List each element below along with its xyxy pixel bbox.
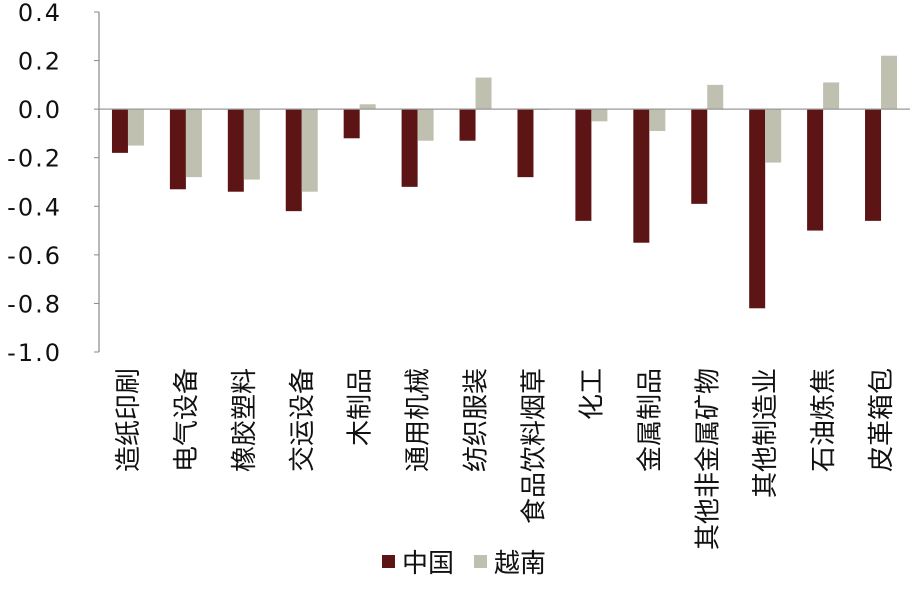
bar-china [807,109,824,231]
category-label: 石油炼焦 [809,368,839,472]
bar-china [749,109,766,309]
category-label: 造纸印刷 [114,368,144,472]
bar-china [169,109,186,190]
bar-china [227,109,244,192]
category-label: 通用机械 [404,368,434,472]
category-label: 化工 [577,368,607,420]
category-label: 食品饮料烟草 [519,368,549,524]
bar-vietnam [243,109,260,180]
category-label: 其他非金属矿物 [693,368,723,550]
y-tick-label: 0.2 [18,48,62,76]
bar-china [517,109,534,178]
bar-vietnam [649,109,666,131]
y-tick-label: 0.4 [18,0,62,27]
y-tick-label: -0.6 [7,242,62,270]
bar-china [401,109,418,187]
y-tick-label: -0.8 [7,290,62,318]
bar-china [111,109,128,153]
bar-china [633,109,650,243]
y-tick-label: -1.0 [7,339,62,367]
category-label: 皮革箱包 [867,368,897,472]
legend-swatch-vietnam [474,555,487,568]
bar-vietnam [127,109,144,146]
y-tick-label: -0.4 [7,193,62,221]
bar-china [343,109,360,139]
y-axis: 0.4 0.2 0.0 -0.2 -0.4 -0.6 -0.8 -1.0 [7,0,100,367]
bars [111,55,898,309]
category-label: 电气设备 [172,368,202,472]
category-label: 交运设备 [288,368,318,472]
legend-label-vietnam: 越南 [494,549,546,579]
bar-china [285,109,302,212]
bar-vietnam [823,82,840,110]
category-label: 橡胶塑料 [230,368,260,472]
bar-vietnam [185,109,202,178]
bar-vietnam [417,109,434,141]
bar-vietnam [359,104,376,110]
y-tick-label: -0.2 [7,145,62,173]
bar-vietnam [765,109,782,163]
bar-vietnam [591,109,608,122]
legend-label-china: 中国 [402,549,454,579]
bar-vietnam [881,55,898,110]
bar-china [459,109,476,141]
bar-china [865,109,882,221]
category-label: 纺织服装 [462,368,492,472]
bar-vietnam [475,77,492,110]
legend: 中国 越南 [382,549,546,579]
bar-vietnam [707,84,724,110]
y-tick-label: 0.0 [18,96,62,124]
legend-swatch-china [382,555,395,568]
bar-china [575,109,592,221]
bar-china [691,109,708,204]
category-label: 木制品 [346,368,376,446]
category-labels: 造纸印刷 电气设备 橡胶塑料 交运设备 木制品 通用机械 纺织服装 食品饮料烟草 化工 金属制品其… [114,368,897,550]
category-label: 金属制品 [635,368,665,472]
bar-vietnam [301,109,318,192]
category-label: 其他制造业 [751,368,781,498]
